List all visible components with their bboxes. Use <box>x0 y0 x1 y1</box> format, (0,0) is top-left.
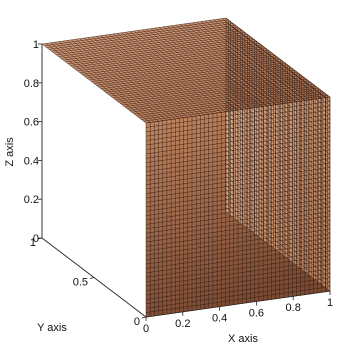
mesh-line <box>225 92 331 173</box>
y-tick-label: 0.5 <box>73 277 88 289</box>
x-tick-label: 0.8 <box>286 302 301 314</box>
mesh-line <box>217 19 322 99</box>
mesh-line <box>145 105 331 133</box>
mesh-line <box>65 35 250 63</box>
mesh-line <box>56 28 241 56</box>
mesh-line <box>154 27 260 108</box>
y-tick-label: 1 <box>30 237 36 249</box>
mesh-line <box>192 22 297 102</box>
mesh-line <box>225 53 331 133</box>
mesh-line <box>225 88 331 168</box>
mesh-line <box>58 30 243 57</box>
mesh-line <box>49 23 234 50</box>
mesh-line <box>225 44 331 124</box>
z-tick-label: 0.2 <box>24 194 39 206</box>
mesh-line <box>44 19 229 47</box>
mesh-line <box>225 35 331 115</box>
y-tick-mark <box>141 316 147 319</box>
z-axis-label: Z axis <box>4 137 16 167</box>
mesh-line <box>225 26 331 106</box>
x-tick-label: 0.4 <box>212 313 227 325</box>
mesh-line <box>150 28 255 108</box>
mesh-line <box>225 70 331 151</box>
mesh-line <box>51 24 236 52</box>
mesh-line <box>53 26 238 54</box>
mesh-line <box>225 57 331 137</box>
y-tick-label: 0 <box>134 316 140 328</box>
mesh-line <box>225 101 331 181</box>
surface-mesh <box>41 17 331 318</box>
z-tick-label: 0.4 <box>24 155 39 167</box>
mesh-line <box>225 106 331 186</box>
mesh-line <box>184 23 289 104</box>
mesh-line <box>145 114 331 141</box>
mesh-line <box>171 25 276 105</box>
mesh-line <box>41 17 227 45</box>
x-tick-label: 0 <box>143 323 149 335</box>
x-tick-label: 0.6 <box>249 307 264 319</box>
mesh-line <box>46 21 231 48</box>
mesh-line <box>225 79 331 159</box>
mesh-line <box>225 39 331 120</box>
mesh-line <box>179 24 285 104</box>
mesh-line <box>163 26 268 107</box>
mesh-line <box>200 21 306 101</box>
mesh-line <box>225 48 331 129</box>
mesh-line <box>209 20 314 100</box>
mesh-line <box>145 109 331 137</box>
mesh-line <box>225 17 331 98</box>
mesh-line <box>225 114 331 195</box>
mesh-line <box>204 20 310 101</box>
z-tick-label: 0.6 <box>24 117 39 129</box>
mesh-line <box>225 97 331 177</box>
mesh-line <box>225 110 331 190</box>
mesh-line <box>145 101 331 128</box>
mesh-line <box>175 24 280 105</box>
mesh-line <box>158 27 264 107</box>
mesh-line <box>63 33 248 61</box>
y-axis-label: Y axis <box>37 322 67 334</box>
z-tick-label: 1 <box>33 39 39 51</box>
mesh-line <box>225 75 331 155</box>
mesh-line <box>221 18 326 98</box>
x-axis-label: X axis <box>228 333 258 345</box>
mesh-line <box>145 96 331 124</box>
mesh-line <box>138 30 243 110</box>
mesh-line <box>225 66 331 146</box>
mesh-line <box>225 22 331 102</box>
y-tick-mark <box>89 277 95 279</box>
mesh-line <box>67 37 253 65</box>
z-tick-label: 0 <box>33 233 39 245</box>
x-tick-label: 1 <box>327 297 333 309</box>
mesh-line <box>70 39 255 66</box>
mesh-line <box>225 31 331 111</box>
z-tick-label: 0.8 <box>24 78 39 90</box>
x-tick-label: 0.2 <box>175 318 190 330</box>
mesh-line <box>225 61 331 142</box>
mesh-line <box>60 32 245 59</box>
mesh-line <box>225 83 331 164</box>
